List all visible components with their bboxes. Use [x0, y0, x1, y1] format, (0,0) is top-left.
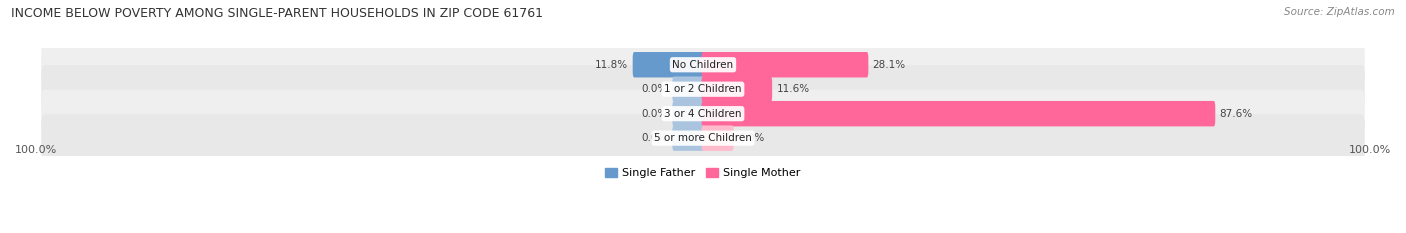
FancyBboxPatch shape	[702, 125, 734, 151]
FancyBboxPatch shape	[41, 90, 1365, 138]
FancyBboxPatch shape	[41, 114, 1365, 162]
FancyBboxPatch shape	[41, 41, 1365, 89]
FancyBboxPatch shape	[633, 52, 704, 77]
Text: 87.6%: 87.6%	[1219, 109, 1253, 119]
FancyBboxPatch shape	[672, 125, 704, 151]
Text: Source: ZipAtlas.com: Source: ZipAtlas.com	[1284, 7, 1395, 17]
Text: 1 or 2 Children: 1 or 2 Children	[664, 84, 742, 94]
Text: No Children: No Children	[672, 60, 734, 70]
Text: 11.8%: 11.8%	[595, 60, 628, 70]
FancyBboxPatch shape	[41, 65, 1365, 113]
Text: 0.0%: 0.0%	[641, 84, 668, 94]
Text: 11.6%: 11.6%	[776, 84, 810, 94]
FancyBboxPatch shape	[672, 101, 704, 126]
Text: INCOME BELOW POVERTY AMONG SINGLE-PARENT HOUSEHOLDS IN ZIP CODE 61761: INCOME BELOW POVERTY AMONG SINGLE-PARENT…	[11, 7, 543, 20]
Text: 100.0%: 100.0%	[15, 145, 58, 155]
FancyBboxPatch shape	[702, 52, 869, 77]
Text: 0.0%: 0.0%	[641, 109, 668, 119]
Text: 100.0%: 100.0%	[1348, 145, 1391, 155]
FancyBboxPatch shape	[702, 101, 1215, 126]
Text: 3 or 4 Children: 3 or 4 Children	[664, 109, 742, 119]
Legend: Single Father, Single Mother: Single Father, Single Mother	[600, 164, 806, 183]
Text: 0.0%: 0.0%	[641, 133, 668, 143]
FancyBboxPatch shape	[672, 76, 704, 102]
FancyBboxPatch shape	[702, 76, 772, 102]
Text: 5 or more Children: 5 or more Children	[654, 133, 752, 143]
Text: 0.0%: 0.0%	[738, 133, 765, 143]
Text: 28.1%: 28.1%	[873, 60, 905, 70]
